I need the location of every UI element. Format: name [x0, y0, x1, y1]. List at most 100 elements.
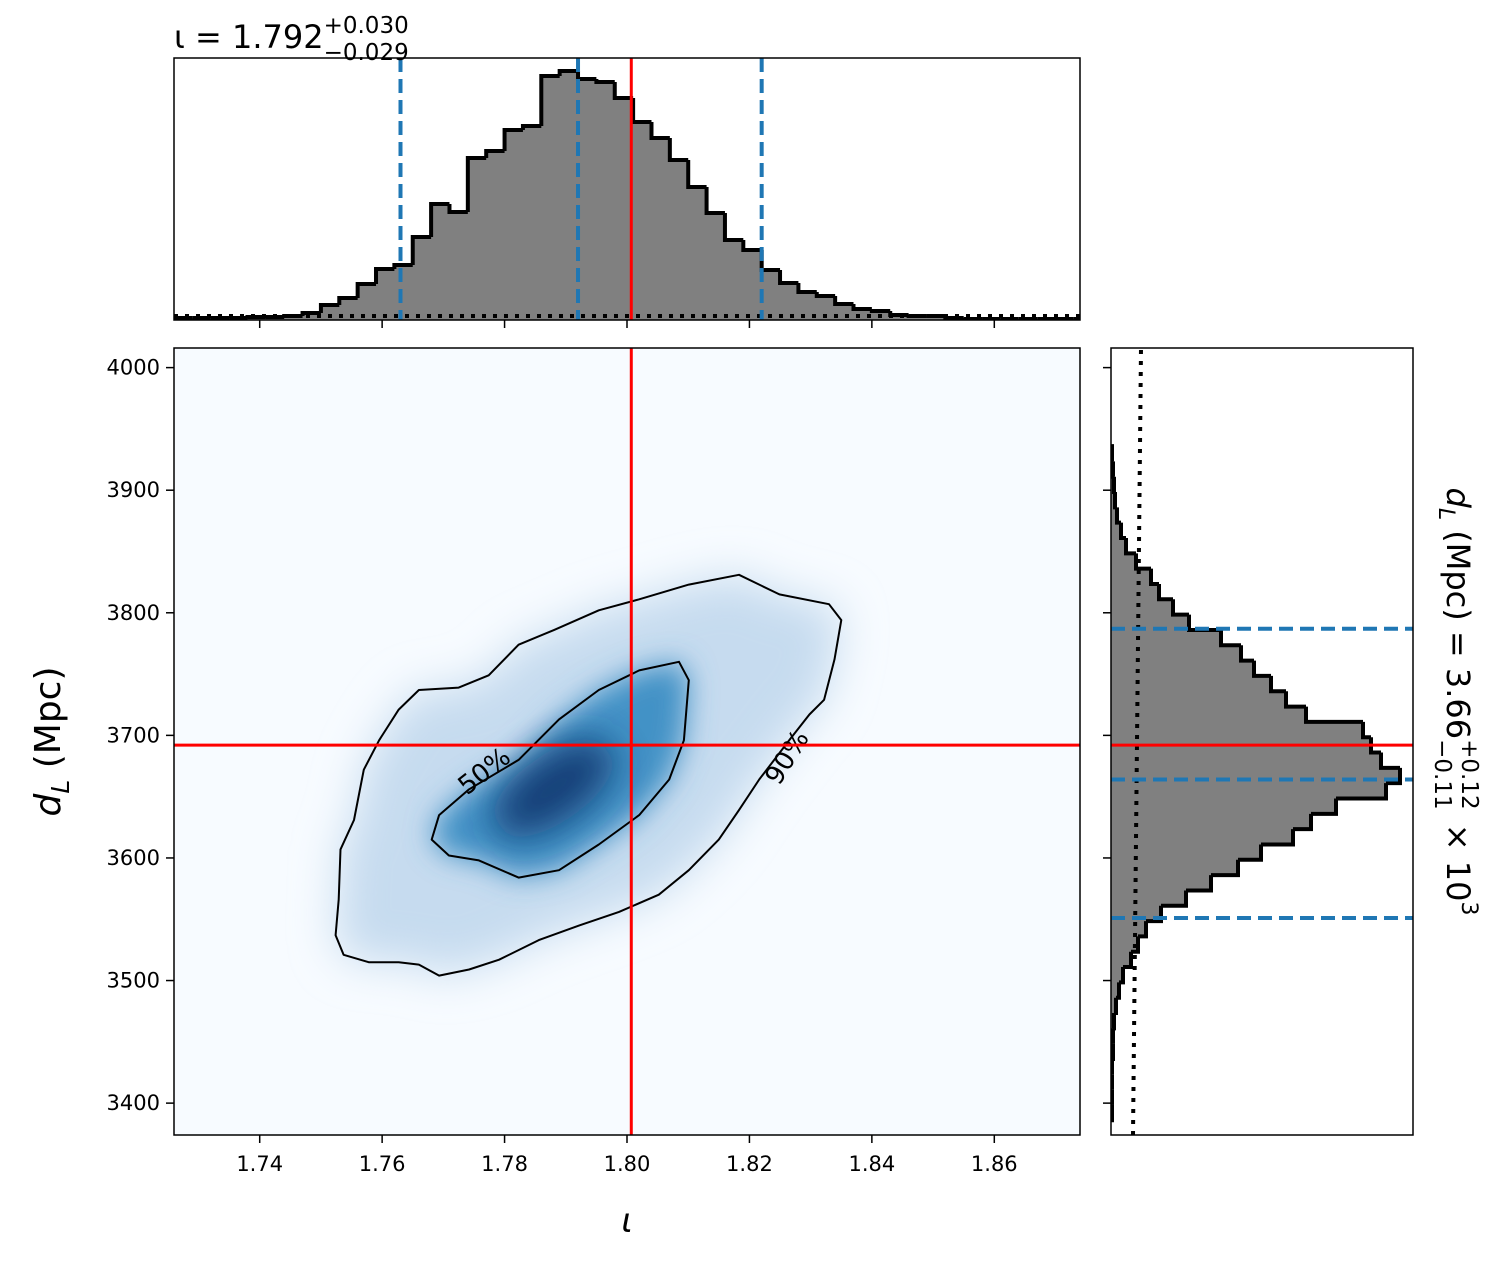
histogram-step	[943, 316, 964, 320]
histogram-step	[557, 69, 579, 76]
marginal-label-error: −0.11	[1429, 739, 1455, 809]
histogram-bar	[1111, 890, 1186, 907]
histogram-step	[704, 187, 725, 215]
histogram-bar	[559, 71, 579, 320]
y-tick-label: 3500	[107, 969, 160, 993]
histogram-bar	[449, 212, 469, 320]
histogram-step	[851, 304, 872, 311]
histogram-step	[1119, 967, 1125, 985]
x-tick-label: 1.76	[359, 1152, 406, 1176]
histogram-step	[1119, 522, 1126, 541]
histogram-step	[318, 303, 340, 313]
histogram-step	[1111, 1043, 1115, 1061]
histogram-bar	[614, 98, 634, 320]
histogram-step	[667, 138, 689, 162]
histogram-step	[1311, 798, 1338, 816]
histogram-step	[631, 98, 652, 124]
histogram-bar	[1111, 660, 1254, 677]
histogram-bar	[1111, 859, 1238, 876]
histogram-step	[1304, 706, 1363, 724]
histogram-bar	[302, 313, 322, 320]
histogram-step	[833, 296, 854, 306]
histogram-step	[869, 309, 891, 313]
y-tick-label: 3900	[107, 478, 160, 502]
histogram-step	[245, 315, 266, 319]
x-tick-label: 1.82	[726, 1152, 773, 1176]
histogram-step	[502, 128, 523, 151]
y-label-text: (Mpc)	[28, 666, 69, 779]
histogram-step	[374, 267, 395, 284]
contour-line	[334, 573, 843, 977]
x-tick-label: 1.78	[481, 1152, 528, 1176]
histogram-step	[814, 292, 836, 298]
histogram-bar	[1111, 645, 1241, 662]
histogram-step	[1134, 553, 1151, 571]
histogram-bar	[890, 315, 910, 320]
histogram-step	[484, 149, 505, 158]
histogram-step	[1138, 921, 1148, 939]
histogram-bar	[1111, 507, 1117, 524]
y-tick-label: 3800	[107, 601, 160, 625]
histogram-step	[594, 79, 615, 84]
marginal-label-exponent: 3	[1456, 902, 1481, 916]
histogram-bar	[1111, 798, 1336, 815]
histogram-bar	[1111, 691, 1286, 708]
histogram-step	[1186, 875, 1213, 893]
axes-frame	[1110, 347, 1414, 1136]
histogram-step	[1146, 905, 1163, 924]
histogram-step	[1113, 492, 1117, 510]
histogram-bar	[578, 79, 597, 320]
histogram-step	[1336, 783, 1388, 801]
y-axis-label: dL (Mpc)	[28, 666, 75, 816]
histogram-bar	[1111, 629, 1221, 646]
histogram-step	[1123, 951, 1133, 970]
histogram-step	[1157, 583, 1173, 602]
marginal-label: dL (Mpc) = 3.66+0.12−0.11 × 103	[1429, 488, 1482, 916]
histogram-bar	[394, 265, 414, 320]
histogram-bar	[1111, 568, 1151, 585]
title-text: ι = 1.792	[174, 18, 324, 56]
x-tick-label: 1.84	[848, 1152, 895, 1176]
histogram-step	[741, 240, 762, 252]
histogram-bar	[1111, 936, 1138, 953]
histogram-step	[1293, 813, 1313, 832]
histogram-bar	[816, 296, 836, 320]
histogram-bar	[743, 250, 763, 320]
histogram-step	[539, 74, 560, 126]
histogram-bar	[1111, 829, 1293, 845]
histogram-bar	[1111, 614, 1189, 631]
histogram-step	[429, 202, 450, 237]
histogram-bar	[1111, 921, 1146, 937]
histogram-step	[1161, 890, 1188, 908]
histogram-step	[1284, 691, 1306, 709]
histogram-step	[1379, 752, 1400, 770]
x-marginal-panel	[174, 58, 1080, 320]
histogram-step	[1115, 507, 1121, 525]
histogram-bar	[1111, 675, 1271, 692]
histogram-bar	[1111, 721, 1363, 738]
histogram-bar	[431, 204, 450, 320]
histogram-bar	[412, 237, 432, 320]
histogram-step	[1116, 982, 1121, 1000]
histogram-bar	[853, 309, 873, 320]
histogram-bar	[1111, 951, 1131, 968]
title: ι = 1.792 +0.030−0.029	[174, 13, 409, 66]
y-tick-label: 3600	[107, 846, 160, 870]
histogram-step	[778, 270, 799, 285]
histogram-step	[1219, 629, 1241, 648]
histogram-bar	[467, 158, 487, 320]
marginal-label-subscript: L	[1433, 508, 1458, 520]
histogram-step	[337, 296, 358, 305]
contour-line	[430, 660, 690, 879]
histogram-step	[1261, 829, 1295, 847]
histogram-step	[1369, 737, 1381, 755]
axes-frame	[173, 347, 1081, 1136]
histogram-bar	[1111, 844, 1261, 861]
histogram-bar	[1111, 982, 1119, 999]
histogram-bar	[633, 122, 652, 320]
y-tick-label: 3400	[107, 1091, 160, 1115]
x-tick-label: 1.86	[971, 1152, 1018, 1176]
histogram-bar	[596, 82, 616, 320]
histogram-bar	[688, 187, 708, 320]
